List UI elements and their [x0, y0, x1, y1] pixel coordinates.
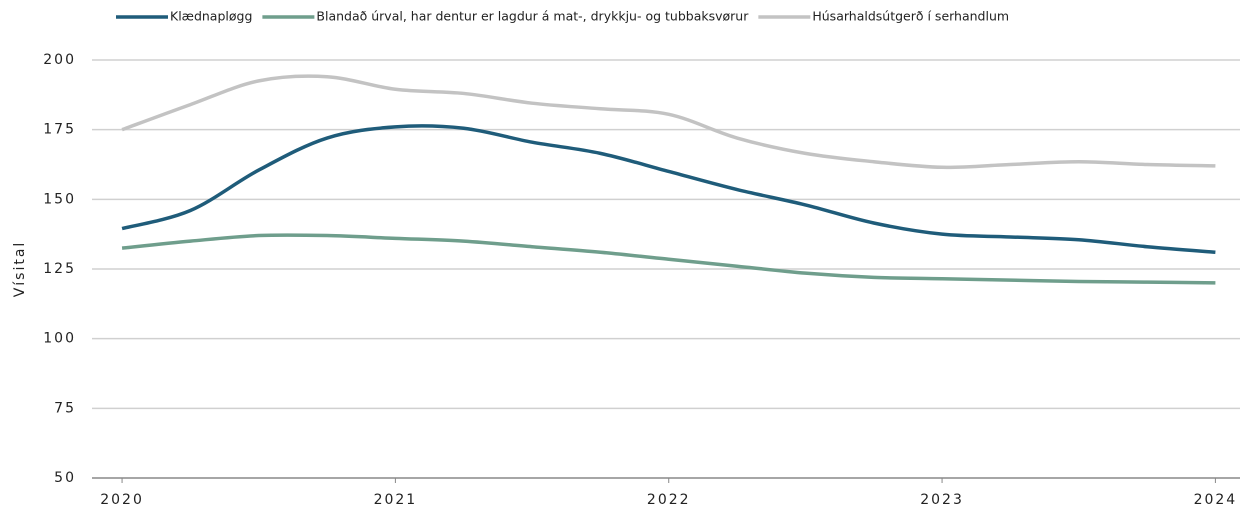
y-tick-label: 50 [54, 470, 76, 486]
x-tick-label: 2022 [647, 492, 691, 508]
legend-label: Húsarhaldsútgerð í serhandlum [812, 9, 1009, 24]
y-axis-label: Vísital [12, 241, 28, 298]
series-line [121, 74, 1216, 170]
legend-label: Blandað úrval, har dentur er lagdur á ma… [316, 9, 749, 24]
legend-label: Klædnapløgg [170, 9, 252, 24]
y-tick-label: 150 [43, 191, 76, 207]
x-tick-label: 2024 [1194, 492, 1238, 508]
series-line [121, 233, 1216, 285]
y-tick-label: 200 [43, 52, 76, 68]
series-line [121, 124, 1216, 255]
y-tick-label: 125 [43, 261, 76, 277]
y-tick-label: 75 [54, 400, 76, 416]
x-tick-label: 2021 [374, 492, 418, 508]
y-tick-label: 100 [43, 331, 76, 347]
x-tick-label: 2020 [100, 492, 144, 508]
x-tick-label: 2023 [920, 492, 964, 508]
y-tick-label: 175 [43, 122, 76, 138]
